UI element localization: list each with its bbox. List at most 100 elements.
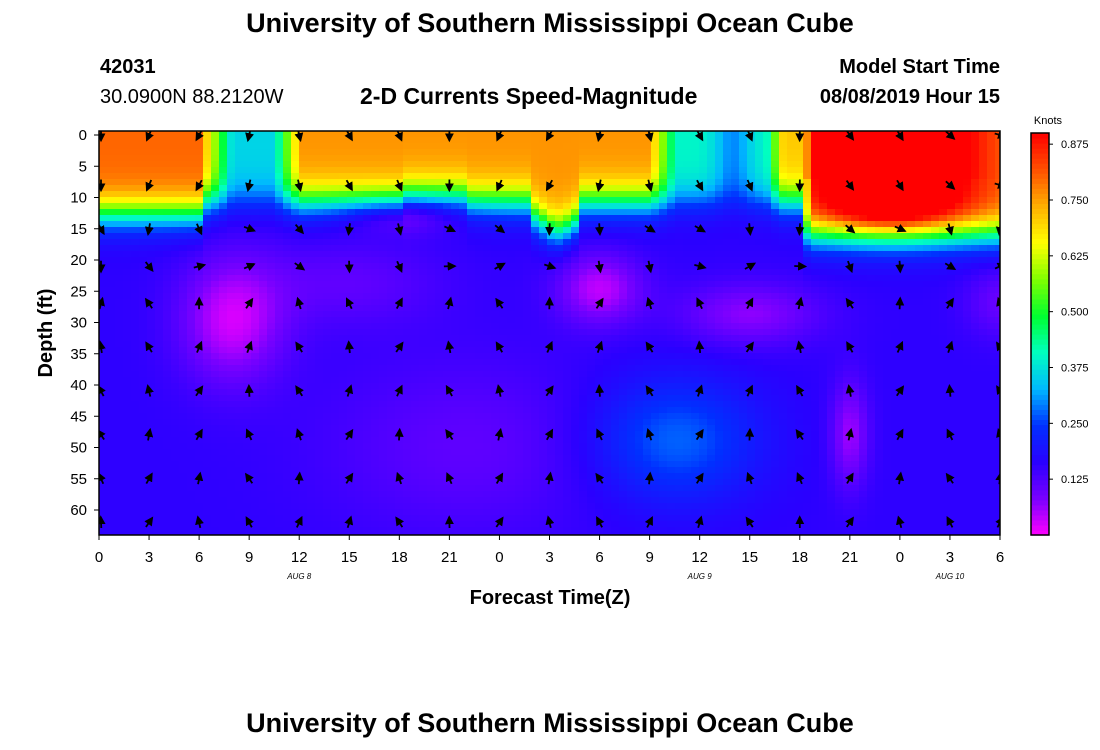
heatmap-cell — [355, 407, 364, 414]
heatmap-cell — [163, 173, 172, 180]
heatmap-cell — [163, 287, 172, 294]
heatmap-cell — [555, 431, 564, 438]
heatmap-cell — [131, 287, 140, 294]
heatmap-cell — [651, 503, 660, 510]
heatmap-cell — [115, 305, 124, 312]
heatmap-cell — [291, 311, 300, 318]
heatmap-cell — [259, 473, 268, 480]
heatmap-cell — [99, 401, 108, 408]
heatmap-cell — [467, 221, 476, 228]
heatmap-cell — [243, 437, 252, 444]
heatmap-cell — [451, 305, 460, 312]
heatmap-cell — [603, 443, 612, 450]
heatmap-cell — [331, 311, 340, 318]
heatmap-cell — [499, 203, 508, 210]
heatmap-cell — [467, 353, 476, 360]
heatmap-cell — [387, 371, 396, 378]
heatmap-cell — [395, 467, 404, 474]
heatmap-cell — [179, 239, 188, 246]
heatmap-cell — [675, 173, 684, 180]
heatmap-cell — [171, 377, 180, 384]
heatmap-cell — [123, 335, 132, 342]
heatmap-cell — [467, 143, 476, 150]
heatmap-cell — [643, 467, 652, 474]
heatmap-cell — [451, 527, 460, 534]
heatmap-cell — [443, 533, 452, 535]
heatmap-cell — [667, 359, 676, 366]
heatmap-cell — [563, 329, 572, 336]
heatmap-cell — [387, 377, 396, 384]
heatmap-cell — [107, 191, 116, 198]
heatmap-cell — [627, 437, 636, 444]
heatmap-cell — [163, 251, 172, 258]
heatmap-cell — [251, 527, 260, 534]
heatmap-cell — [155, 359, 164, 366]
heatmap-cell — [387, 455, 396, 462]
heatmap-cell — [515, 209, 524, 216]
heatmap-cell — [451, 239, 460, 246]
heatmap-cell — [123, 443, 132, 450]
heatmap-cell — [179, 131, 188, 138]
heatmap-cell — [179, 347, 188, 354]
heatmap-cell — [483, 179, 492, 186]
heatmap-cell — [139, 443, 148, 450]
heatmap-cell — [603, 203, 612, 210]
heatmap-cell — [547, 257, 556, 264]
heatmap-cell — [459, 305, 468, 312]
heatmap-cell — [675, 311, 684, 318]
heatmap-cell — [251, 383, 260, 390]
heatmap-cell — [235, 377, 244, 384]
heatmap-cell — [371, 377, 380, 384]
heatmap-cell — [587, 377, 596, 384]
heatmap-cell — [491, 317, 500, 324]
heatmap-cell — [147, 317, 156, 324]
heatmap-cell — [659, 149, 668, 156]
heatmap-cell — [163, 389, 172, 396]
heatmap-cell — [299, 455, 308, 462]
heatmap-cell — [179, 515, 188, 522]
heatmap-cell — [307, 431, 316, 438]
heatmap-cell — [387, 365, 396, 372]
heatmap-cell — [123, 323, 132, 330]
heatmap-cell — [667, 449, 676, 456]
heatmap-cell — [267, 359, 276, 366]
heatmap-cell — [115, 299, 124, 306]
heatmap-cell — [499, 491, 508, 498]
heatmap-cell — [555, 233, 564, 240]
heatmap-cell — [403, 377, 412, 384]
heatmap-cell — [371, 215, 380, 222]
heatmap-cell — [259, 215, 268, 222]
heatmap-cell — [299, 365, 308, 372]
heatmap-cell — [483, 431, 492, 438]
heatmap-cell — [331, 215, 340, 222]
heatmap-cell — [99, 233, 108, 240]
heatmap-cell — [571, 515, 580, 522]
heatmap-cell — [531, 143, 540, 150]
heatmap-cell — [627, 167, 636, 174]
heatmap-cell — [371, 257, 380, 264]
heatmap-cell — [571, 191, 580, 198]
heatmap-cell — [627, 395, 636, 402]
heatmap-cell — [595, 533, 604, 535]
heatmap-cell — [643, 287, 652, 294]
heatmap-cell — [291, 401, 300, 408]
heatmap-cell — [411, 143, 420, 150]
heatmap-cell — [211, 467, 220, 474]
heatmap-cell — [355, 239, 364, 246]
heatmap-cell — [155, 275, 164, 282]
heatmap-cell — [275, 233, 284, 240]
heatmap-cell — [403, 221, 412, 228]
heatmap-cell — [187, 479, 196, 486]
heatmap-cell — [635, 437, 644, 444]
heatmap-cell — [563, 401, 572, 408]
heatmap-cell — [459, 341, 468, 348]
heatmap-cell — [515, 167, 524, 174]
heatmap-cell — [603, 359, 612, 366]
heatmap-cell — [459, 257, 468, 264]
heatmap-cell — [683, 137, 692, 144]
heatmap-cell — [283, 269, 292, 276]
heatmap-cell — [419, 353, 428, 360]
heatmap-cell — [107, 155, 116, 162]
heatmap-cell — [219, 359, 228, 366]
heatmap-cell — [587, 473, 596, 480]
